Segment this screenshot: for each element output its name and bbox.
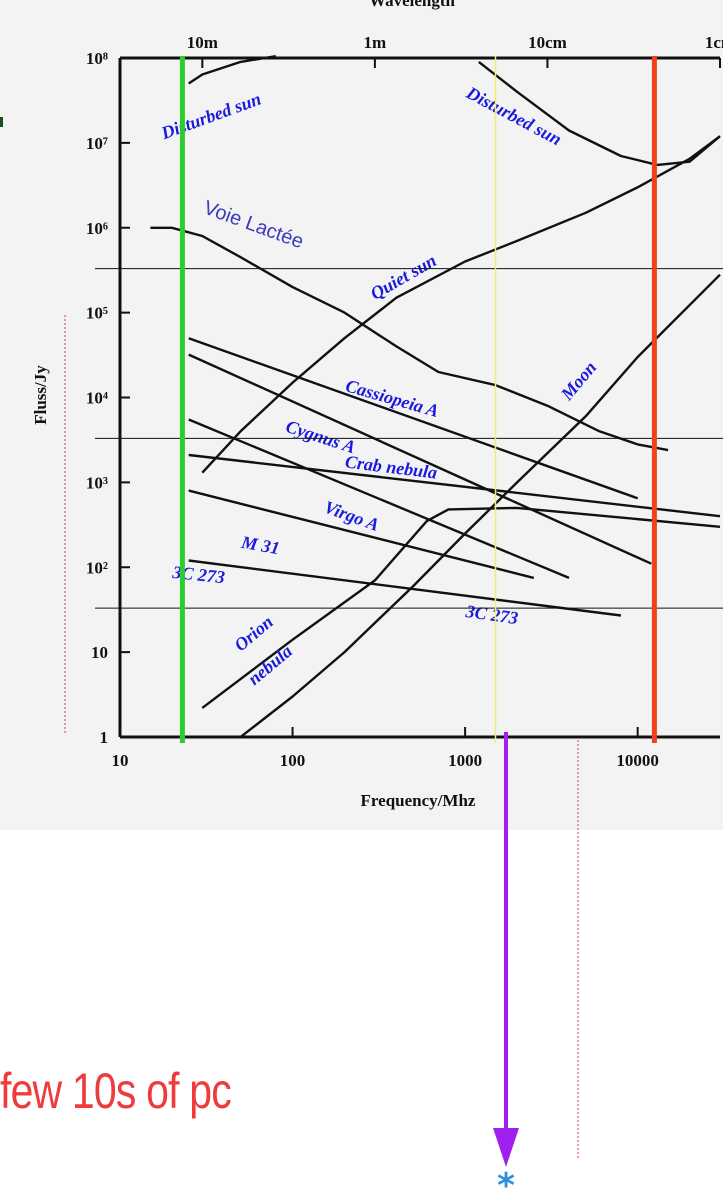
- x-tick-label: 1000: [448, 751, 482, 770]
- series-curve-8: [188, 453, 721, 518]
- series-curve-6: [188, 337, 639, 500]
- top-tick-label: 10cm: [528, 33, 567, 52]
- distance-caption: few 10s of pc: [0, 1063, 232, 1119]
- y-axis-title: Fluss/Jy: [31, 365, 50, 425]
- reference-lines-layer: [95, 56, 723, 743]
- series-curve-3: [150, 226, 669, 452]
- series-curve-7: [188, 353, 652, 565]
- star-icon: *: [497, 1166, 515, 1197]
- top-tick-label: 1cm: [705, 33, 723, 52]
- x-tick-label: 10000: [616, 751, 659, 770]
- series-curve-12: [201, 506, 721, 709]
- page-background: [0, 830, 723, 1197]
- series-curve-11: [188, 559, 622, 617]
- arrow-head: [493, 1128, 519, 1167]
- chart-title: Wavelength: [369, 0, 455, 10]
- y-tick-label: 10³: [86, 473, 108, 492]
- x-tick-label: 10: [112, 751, 129, 770]
- y-tick-label: 10⁸: [86, 49, 108, 68]
- y-tick-label: 10⁴: [86, 389, 108, 408]
- y-tick-label: 10⁶: [86, 219, 108, 238]
- series-curve-2: [478, 60, 721, 167]
- y-tick-label: 10²: [86, 558, 108, 577]
- guide-lines-layer: [64, 315, 579, 1160]
- top-tick-label: 10m: [187, 33, 218, 52]
- top-tick-label: 1m: [364, 33, 387, 52]
- y-tick-label: 10⁷: [86, 134, 108, 153]
- curves-layer: [150, 55, 721, 737]
- x-tick-label: 100: [280, 751, 306, 770]
- x-axis-title: Frequency/Mhz: [361, 791, 476, 810]
- series-curve-10: [188, 489, 535, 580]
- chart-background: [0, 0, 723, 830]
- series-curve-1: [188, 55, 276, 85]
- edge-mark: [0, 117, 3, 127]
- series-curve-9: [188, 418, 570, 580]
- y-tick-label: 10: [91, 643, 108, 662]
- y-tick-label: 1: [100, 728, 109, 747]
- y-tick-label: 10⁵: [86, 304, 108, 323]
